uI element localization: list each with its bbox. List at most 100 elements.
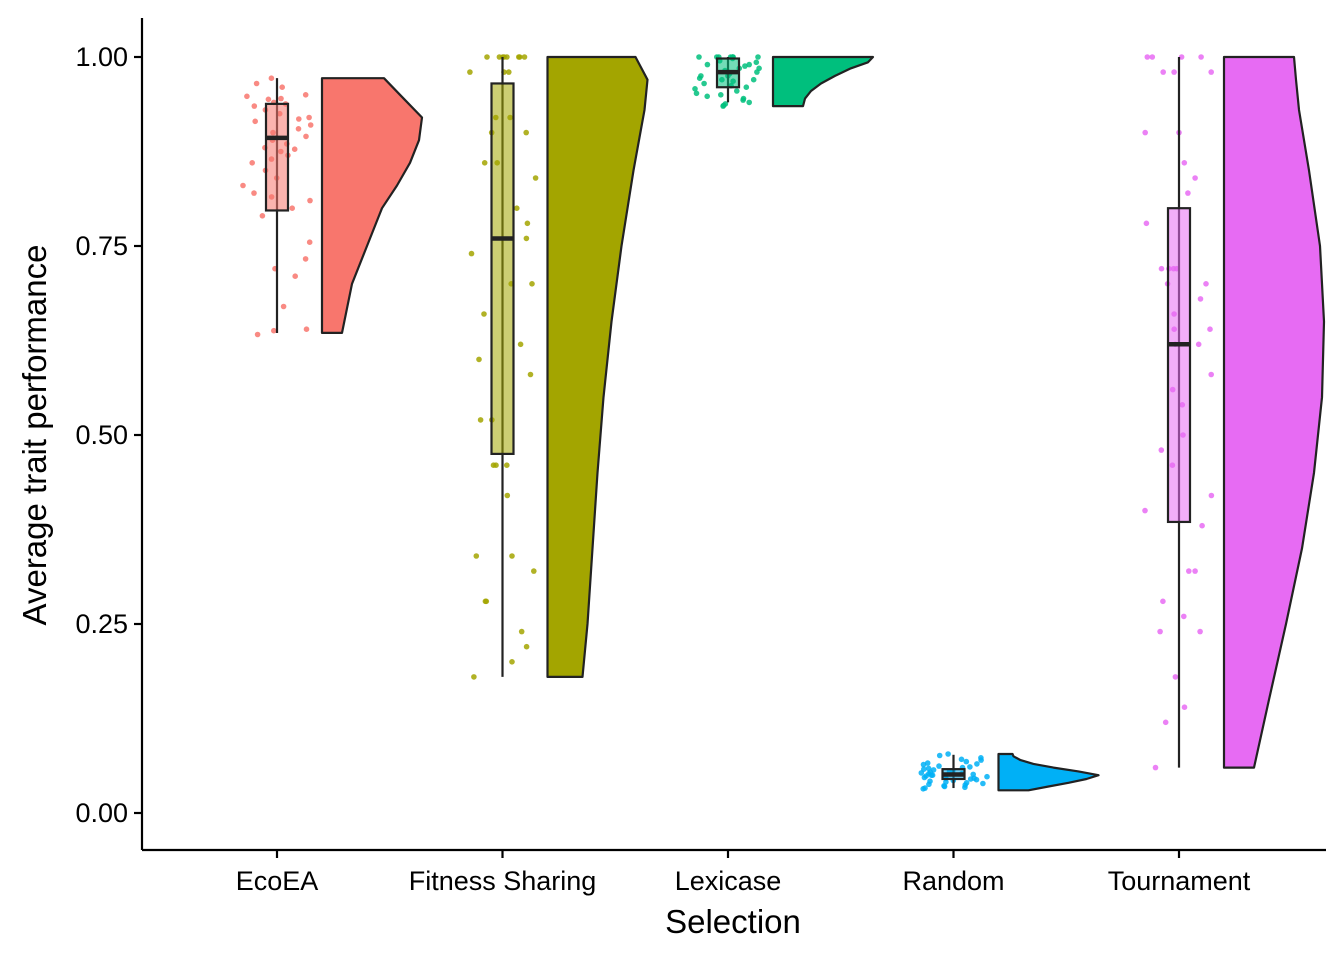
data-point xyxy=(1181,704,1188,710)
series-tournament xyxy=(1142,54,1326,771)
data-point xyxy=(1185,190,1191,196)
data-point xyxy=(249,160,255,166)
data-point xyxy=(984,773,990,780)
data-point xyxy=(291,146,298,152)
data-point xyxy=(974,761,980,767)
data-point xyxy=(268,75,275,81)
data-point xyxy=(289,205,296,211)
data-point xyxy=(978,757,984,763)
y-tick-label: 0.00 xyxy=(75,798,128,828)
data-point xyxy=(1144,54,1151,60)
data-point xyxy=(924,760,931,766)
series-ecoea xyxy=(240,75,424,338)
data-point xyxy=(476,356,482,363)
data-point xyxy=(1207,326,1213,333)
data-point xyxy=(704,61,711,68)
box xyxy=(264,102,290,212)
data-point xyxy=(1192,175,1198,181)
data-point xyxy=(292,273,299,280)
violin-tournament xyxy=(1222,55,1326,769)
data-point xyxy=(483,598,490,605)
data-point xyxy=(253,80,260,87)
y-tick-label: 0.75 xyxy=(75,231,128,261)
violin-lexicase xyxy=(771,55,875,108)
data-point xyxy=(696,75,703,81)
data-point xyxy=(696,54,702,60)
data-point xyxy=(295,126,302,132)
series-lexicase xyxy=(692,54,875,109)
data-point xyxy=(1208,371,1214,378)
data-point xyxy=(509,553,515,559)
data-point xyxy=(302,92,309,98)
data-point xyxy=(1162,719,1169,726)
data-point xyxy=(527,371,534,378)
data-point xyxy=(928,772,935,778)
box xyxy=(490,82,515,456)
data-point xyxy=(1152,764,1159,771)
data-point xyxy=(471,674,477,680)
data-point xyxy=(307,197,313,204)
data-point xyxy=(1198,54,1204,60)
data-point xyxy=(504,462,510,469)
data-point xyxy=(251,103,258,109)
data-point xyxy=(1171,69,1177,75)
violin-ecoea xyxy=(320,77,424,334)
data-point xyxy=(468,250,475,257)
data-point xyxy=(967,764,973,770)
data-point xyxy=(1158,265,1165,272)
data-point xyxy=(921,774,928,781)
data-point xyxy=(1197,628,1203,635)
data-point xyxy=(755,54,761,60)
data-point xyxy=(509,659,515,665)
data-point xyxy=(1178,54,1185,60)
violin-random xyxy=(997,752,1100,792)
data-point xyxy=(254,331,261,338)
data-point xyxy=(493,462,499,469)
data-point xyxy=(1181,613,1187,620)
data-point xyxy=(477,417,484,423)
data-point xyxy=(1195,341,1202,348)
data-point xyxy=(958,756,965,763)
data-point xyxy=(920,786,926,792)
data-point xyxy=(307,122,314,128)
data-point xyxy=(306,114,312,121)
data-point xyxy=(1199,522,1205,529)
data-point xyxy=(240,182,246,189)
data-point xyxy=(920,761,927,768)
y-axis-title: Average trait performance xyxy=(16,245,53,626)
data-point xyxy=(279,84,286,90)
data-point xyxy=(1208,69,1214,75)
data-point xyxy=(303,133,309,140)
y-tick-label: 0.50 xyxy=(75,420,128,450)
data-point xyxy=(743,84,750,90)
data-point xyxy=(504,492,511,499)
data-point xyxy=(518,628,525,635)
data-point xyxy=(303,326,310,333)
data-point xyxy=(517,341,524,348)
x-axis-title: Selection xyxy=(665,903,801,940)
data-point xyxy=(531,568,537,574)
data-point xyxy=(484,54,490,60)
data-point xyxy=(1197,296,1204,302)
data-point xyxy=(523,129,529,136)
data-point xyxy=(1203,281,1209,287)
data-point xyxy=(753,59,760,66)
data-point xyxy=(524,220,531,227)
data-point xyxy=(1160,598,1166,605)
data-point xyxy=(251,190,257,196)
data-point xyxy=(1143,220,1150,227)
data-point xyxy=(514,205,520,211)
data-point xyxy=(918,770,925,776)
data-point xyxy=(734,88,740,94)
data-point xyxy=(926,781,932,788)
axes: 0.00 0.25 0.50 0.75 1.00 EcoEA Fitness Sharing… xyxy=(75,18,1326,896)
data-point xyxy=(1149,54,1156,60)
data-point xyxy=(754,69,760,75)
data-point xyxy=(1160,69,1166,75)
data-point xyxy=(945,751,951,757)
x-tick-label: EcoEA xyxy=(236,866,319,896)
data-point xyxy=(1157,628,1163,635)
data-point xyxy=(746,61,752,68)
data-point xyxy=(259,213,266,219)
